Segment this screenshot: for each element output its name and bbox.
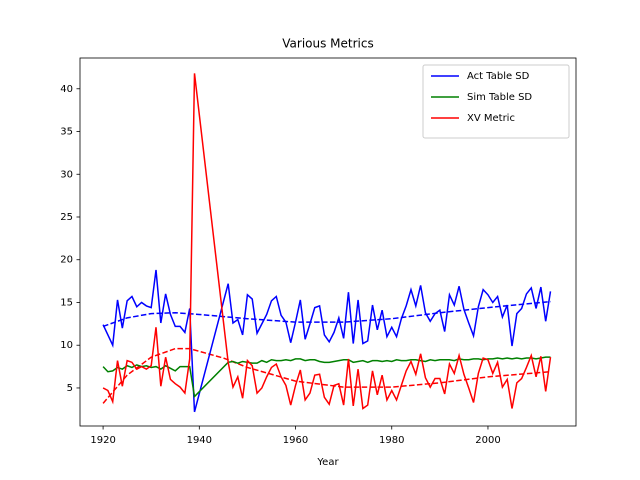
y-tick-label: 15 xyxy=(60,297,73,308)
x-tick-label: 2000 xyxy=(475,435,500,446)
y-tick-label: 25 xyxy=(60,212,73,223)
x-tick-label: 1980 xyxy=(379,435,404,446)
y-tick-label: 10 xyxy=(60,340,73,351)
trend-line xyxy=(102,347,551,404)
y-tick-label: 5 xyxy=(67,383,73,394)
trend-line xyxy=(102,300,551,328)
x-tick-label: 1920 xyxy=(90,435,115,446)
legend-label: Sim Table SD xyxy=(467,92,532,103)
series-line xyxy=(102,269,552,413)
legend-box xyxy=(422,64,570,139)
x-axis-label: Year xyxy=(316,457,339,468)
y-tick-label: 35 xyxy=(60,127,73,138)
plot-frame xyxy=(79,57,577,427)
chart-title: Various Metrics xyxy=(282,37,373,51)
y-tick-label: 30 xyxy=(60,169,73,180)
x-tick-label: 1940 xyxy=(187,435,212,446)
legend-label: XV Metric xyxy=(467,113,515,124)
x-tick-label: 1960 xyxy=(283,435,308,446)
y-tick-label: 40 xyxy=(60,84,73,95)
series-line xyxy=(102,356,551,399)
y-tick-label: 20 xyxy=(60,255,73,266)
series-line xyxy=(102,73,552,410)
legend-label: Act Table SD xyxy=(467,71,530,82)
